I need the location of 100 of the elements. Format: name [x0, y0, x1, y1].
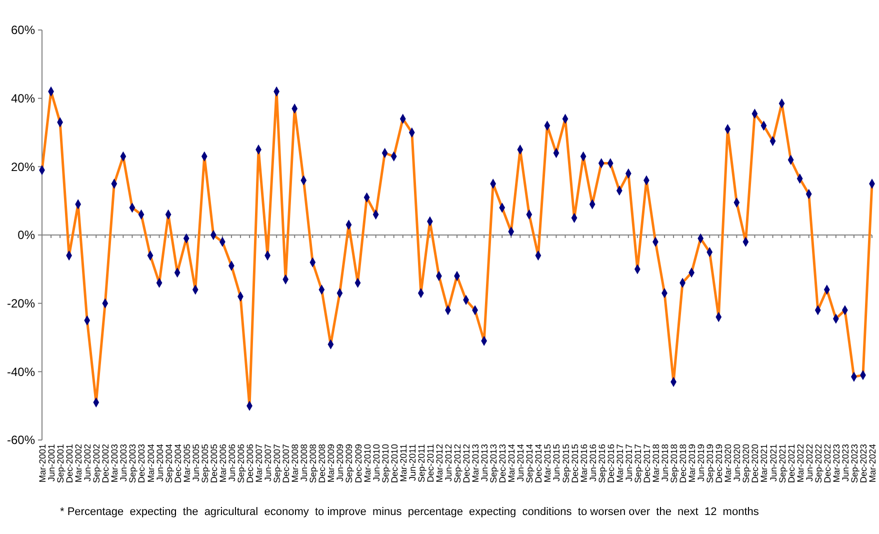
x-tick-label: Mar-2015	[542, 444, 553, 483]
x-tick-label: Dec-2022	[822, 444, 832, 484]
x-tick-label: Sep-2005	[200, 444, 210, 484]
x-tick-label: Sep-2015	[560, 444, 571, 484]
x-tick-label: Jun-2005	[190, 444, 201, 482]
x-tick-label: Mar-2003	[110, 444, 120, 483]
x-tick-label: Dec-2023	[858, 444, 868, 484]
x-tick-label: Sep-2009	[344, 444, 354, 484]
x-tick-label: Mar-2006	[218, 444, 228, 483]
x-tick-label: Sep-2020	[741, 444, 752, 484]
x-tick-label: Dec-2019	[714, 444, 724, 484]
x-tick-label: Mar-2002	[74, 444, 84, 483]
x-tick-label: Mar-2016	[578, 444, 589, 483]
x-tick-label: Dec-2008	[317, 444, 328, 484]
x-tick-label: Jun-2012	[443, 444, 454, 482]
x-tick-label: Sep-2018	[669, 444, 680, 484]
x-tick-label: Jun-2022	[804, 444, 814, 482]
y-tick-label: 40%	[10, 92, 36, 106]
x-tick-label: Jun-2019	[696, 444, 706, 482]
x-tick-label: Sep-2006	[236, 444, 246, 484]
x-tick-label: Mar-2023	[831, 444, 842, 483]
x-tick-label: Dec-2007	[281, 444, 292, 484]
x-tick-label: Mar-2007	[254, 444, 264, 483]
x-tick-label: Sep-2023	[849, 444, 860, 484]
x-tick-label: Dec-2015	[570, 444, 580, 484]
x-tick-label: Dec-2011	[425, 444, 436, 482]
x-tick-label: Mar-2013	[470, 444, 481, 483]
x-tick-label: Dec-2001	[64, 444, 75, 484]
x-tick-label: Mar-2001	[38, 444, 48, 483]
x-tick-label: Jun-2001	[46, 444, 57, 482]
x-tick-label: Jun-2016	[588, 444, 598, 482]
x-tick-label: Dec-2010	[389, 444, 400, 484]
x-tick-label: Sep-2010	[380, 444, 390, 484]
x-tick-label: Mar-2017	[614, 444, 625, 483]
x-tick-label: Dec-2018	[678, 444, 688, 484]
y-tick-label: -20%	[6, 296, 36, 311]
x-tick-label: Sep-2002	[92, 444, 102, 484]
x-tick-label: Mar-2008	[290, 444, 300, 483]
x-tick-label: Mar-2010	[362, 444, 372, 483]
y-tick-label: 0%	[18, 228, 36, 242]
x-tick-label: Mar-2005	[182, 444, 192, 483]
x-tick-label: Mar-2019	[687, 444, 698, 483]
x-tick-label: Jun-2004	[154, 444, 165, 482]
x-tick-label: Jun-2007	[263, 444, 274, 482]
x-tick-label: Jun-2017	[624, 444, 634, 482]
x-tick-label: Sep-2013	[488, 444, 499, 484]
x-tick-label: Dec-2017	[642, 444, 652, 484]
x-tick-label: Dec-2013	[498, 444, 508, 484]
x-tick-label: Sep-2004	[164, 444, 174, 484]
x-tick-label: Sep-2012	[452, 444, 462, 484]
x-tick-label: Dec-2012	[462, 444, 472, 484]
x-tick-label: Dec-2003	[136, 444, 147, 484]
x-tick-label: Jun-2020	[732, 444, 742, 482]
x-tick-label: Sep-2003	[128, 444, 138, 484]
x-tick-label: Dec-2014	[534, 444, 544, 484]
x-tick-label: Jun-2008	[299, 444, 310, 482]
x-tick-label: Sep-2014	[524, 444, 535, 484]
x-tick-label: Mar-2009	[326, 444, 336, 483]
x-tick-label: Mar-2012	[434, 444, 444, 483]
x-tick-label: Dec-2016	[606, 444, 616, 484]
x-tick-label: Sep-2007	[272, 444, 282, 484]
x-tick-label: Jun-2011	[407, 444, 418, 481]
x-tick-label: Dec-2006	[245, 444, 255, 484]
x-tick-label: Dec-2020	[750, 444, 760, 484]
x-tick-label: Jun-2006	[226, 444, 237, 482]
x-tick-label: Dec-2005	[208, 444, 219, 484]
x-tick-label: Jun-2018	[660, 444, 670, 482]
x-tick-label: Mar-2022	[795, 444, 806, 483]
text: * Percentage expecting the agricultural economy to improve minus percentage expecting conditions to worsen over the next 12 months	[60, 506, 760, 518]
x-tick-label: Jun-2009	[335, 444, 346, 482]
x-tick-label: Jun-2010	[371, 444, 382, 482]
x-tick-label: Jun-2021	[768, 444, 778, 482]
x-tick-label: Sep-2001	[56, 444, 66, 484]
x-tick-label: Mar-2004	[146, 444, 156, 483]
x-tick-label: Mar-2014	[506, 444, 517, 483]
x-tick-label: Dec-2004	[172, 444, 183, 484]
x-tick-label: Sep-2011	[416, 444, 426, 482]
x-tick-label: Sep-2008	[308, 444, 318, 484]
x-tick-label: Sep-2022	[813, 444, 824, 484]
x-tick-label: Jun-2003	[118, 444, 129, 482]
x-tick-label: Sep-2017	[632, 444, 643, 484]
x-tick-label: Jun-2013	[480, 444, 490, 482]
x-tick-label: Jun-2023	[840, 444, 850, 482]
y-tick-label: -60%	[6, 433, 36, 448]
x-tick-label: Jun-2015	[552, 444, 562, 482]
x-tick-label: Dec-2009	[353, 444, 364, 484]
x-tick-label: Mar-2020	[723, 444, 734, 483]
x-tick-label: Mar-2011	[398, 444, 408, 482]
x-tick-label: Sep-2016	[596, 444, 607, 484]
x-tick-label: Jun-2014	[516, 444, 526, 482]
y-tick-label: 20%	[10, 160, 36, 174]
x-tick-label: Jun-2002	[82, 444, 93, 482]
x-tick-label: Mar-2024	[868, 444, 878, 483]
x-tick-label: Sep-2021	[777, 444, 788, 484]
y-tick-label: 60%	[10, 23, 36, 38]
x-tick-label: Sep-2019	[705, 444, 716, 484]
x-tick-label: Dec-2002	[100, 444, 111, 484]
x-tick-label: Mar-2018	[650, 444, 661, 483]
x-tick-label: Mar-2021	[759, 444, 770, 483]
y-tick-label: -40%	[6, 364, 36, 379]
